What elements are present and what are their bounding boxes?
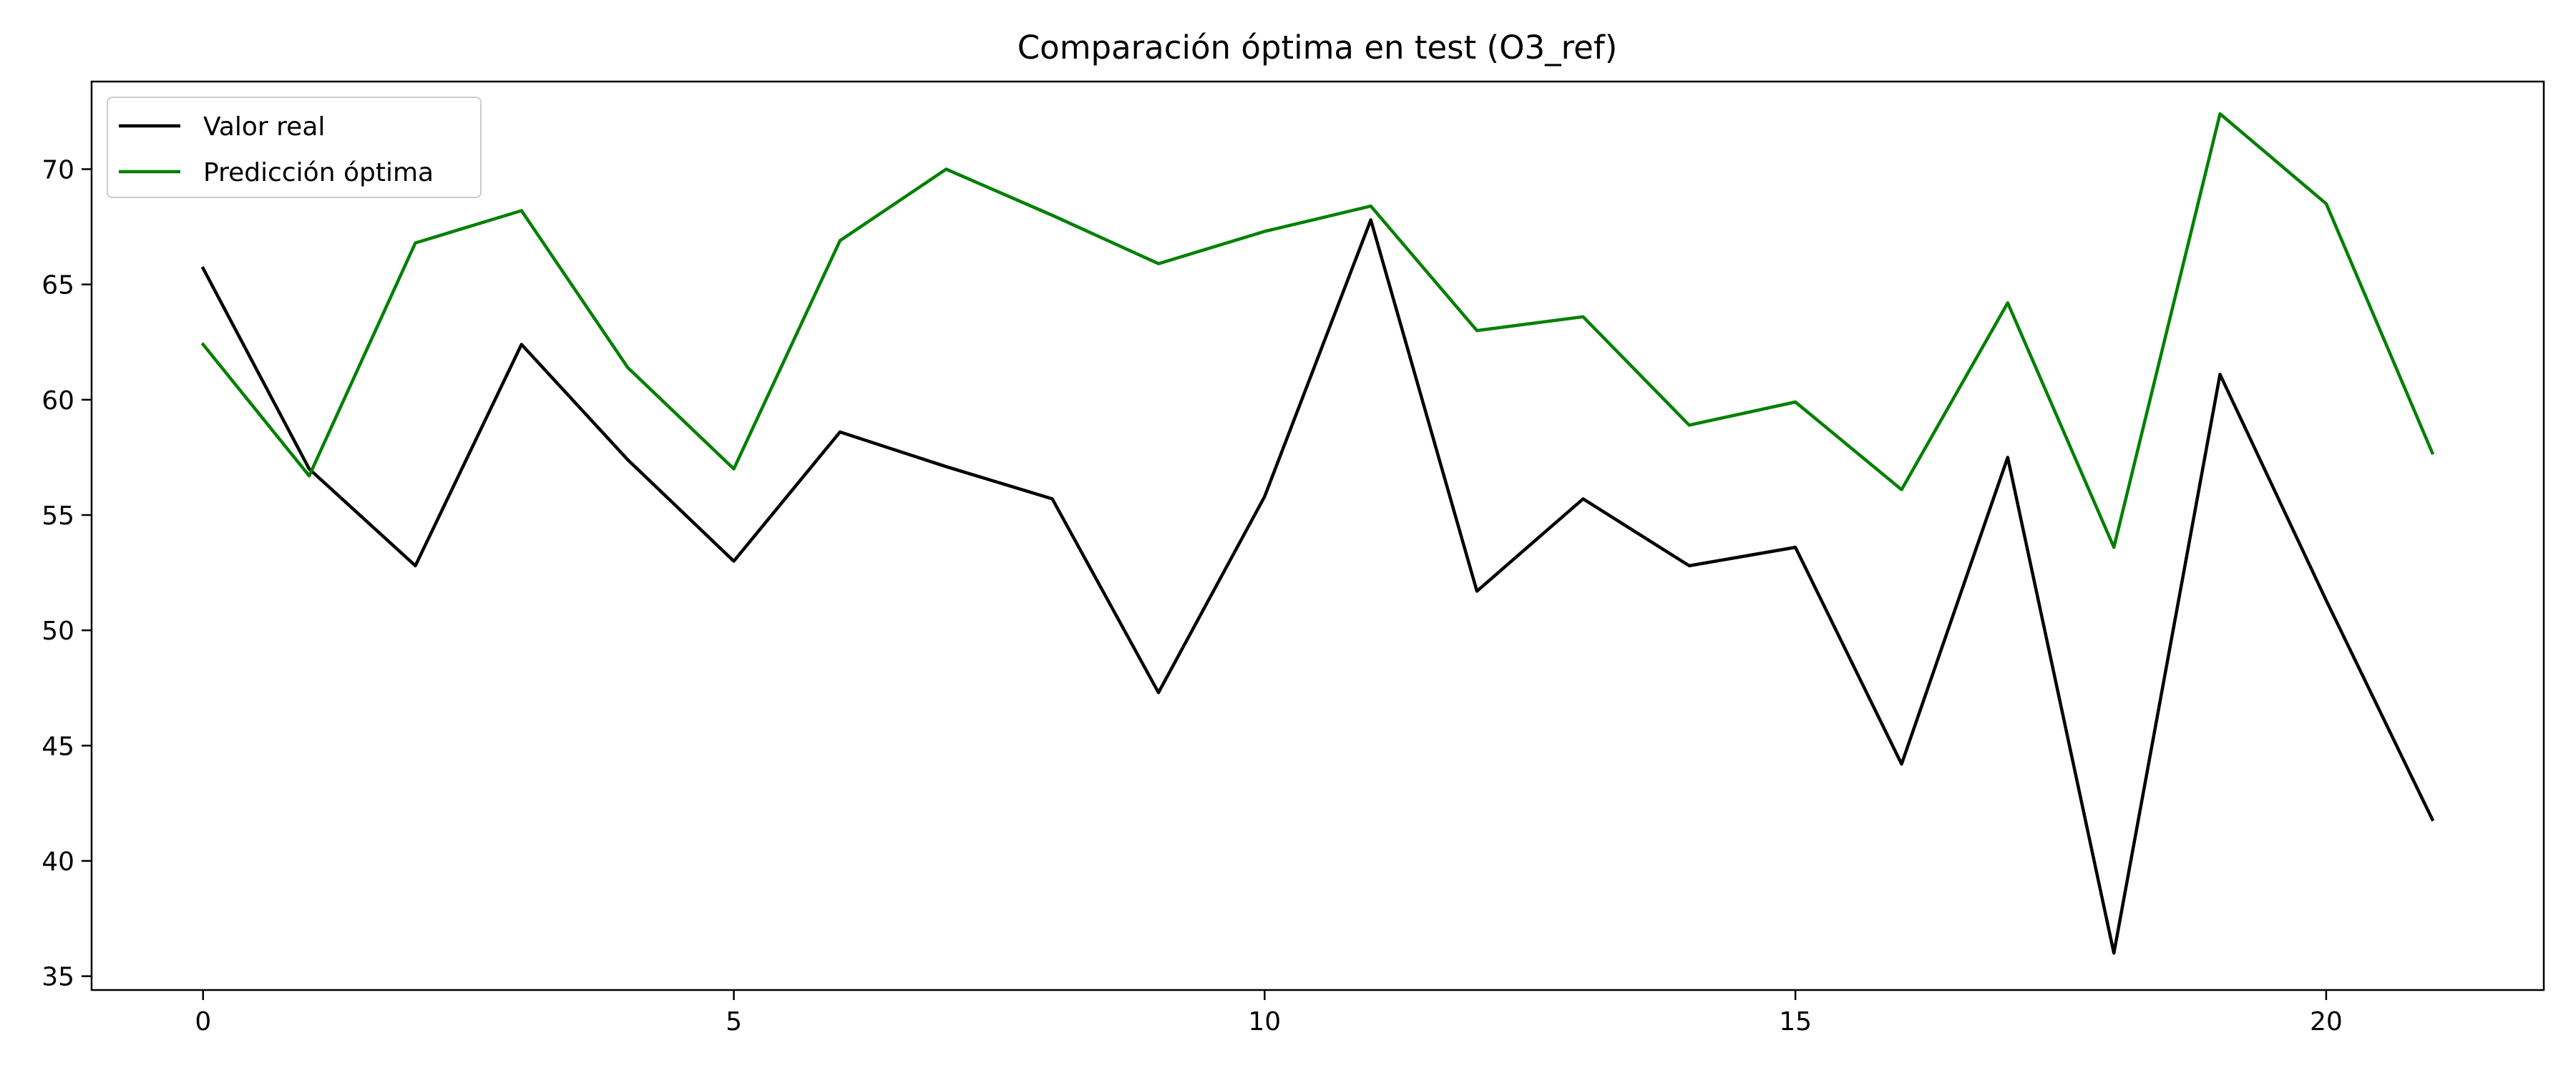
x-tick-label: 0 [195, 1007, 211, 1037]
x-tick-label: 20 [2310, 1007, 2343, 1037]
y-tick-label: 50 [42, 617, 74, 646]
legend-label-0: Valor real [203, 112, 325, 142]
y-tick-label: 65 [42, 271, 74, 300]
y-tick-label: 35 [42, 963, 74, 992]
x-tick-label: 15 [1779, 1007, 1812, 1037]
y-tick-label: 55 [42, 501, 74, 531]
series-line-0 [200, 218, 2435, 955]
y-tick-label: 40 [42, 847, 74, 876]
series-lines [200, 112, 2435, 955]
chart-title: Comparación óptima en test (O3_ref) [1018, 29, 1618, 67]
x-tick-label: 5 [726, 1007, 742, 1037]
y-tick-label: 60 [42, 386, 74, 416]
y-tick-label: 45 [42, 732, 74, 761]
axes: 0 5 10 15 20 35 40 45 50 55 60 65 70 [42, 80, 2545, 1037]
legend-box [107, 97, 482, 198]
legend: Valor real Predicción óptima [107, 97, 482, 198]
x-tick-label: 10 [1248, 1007, 1281, 1037]
y-tick-label: 70 [42, 155, 74, 185]
series-line-1 [200, 112, 2435, 549]
axes-frame [90, 80, 2545, 991]
legend-label-1: Predicción óptima [203, 158, 434, 187]
